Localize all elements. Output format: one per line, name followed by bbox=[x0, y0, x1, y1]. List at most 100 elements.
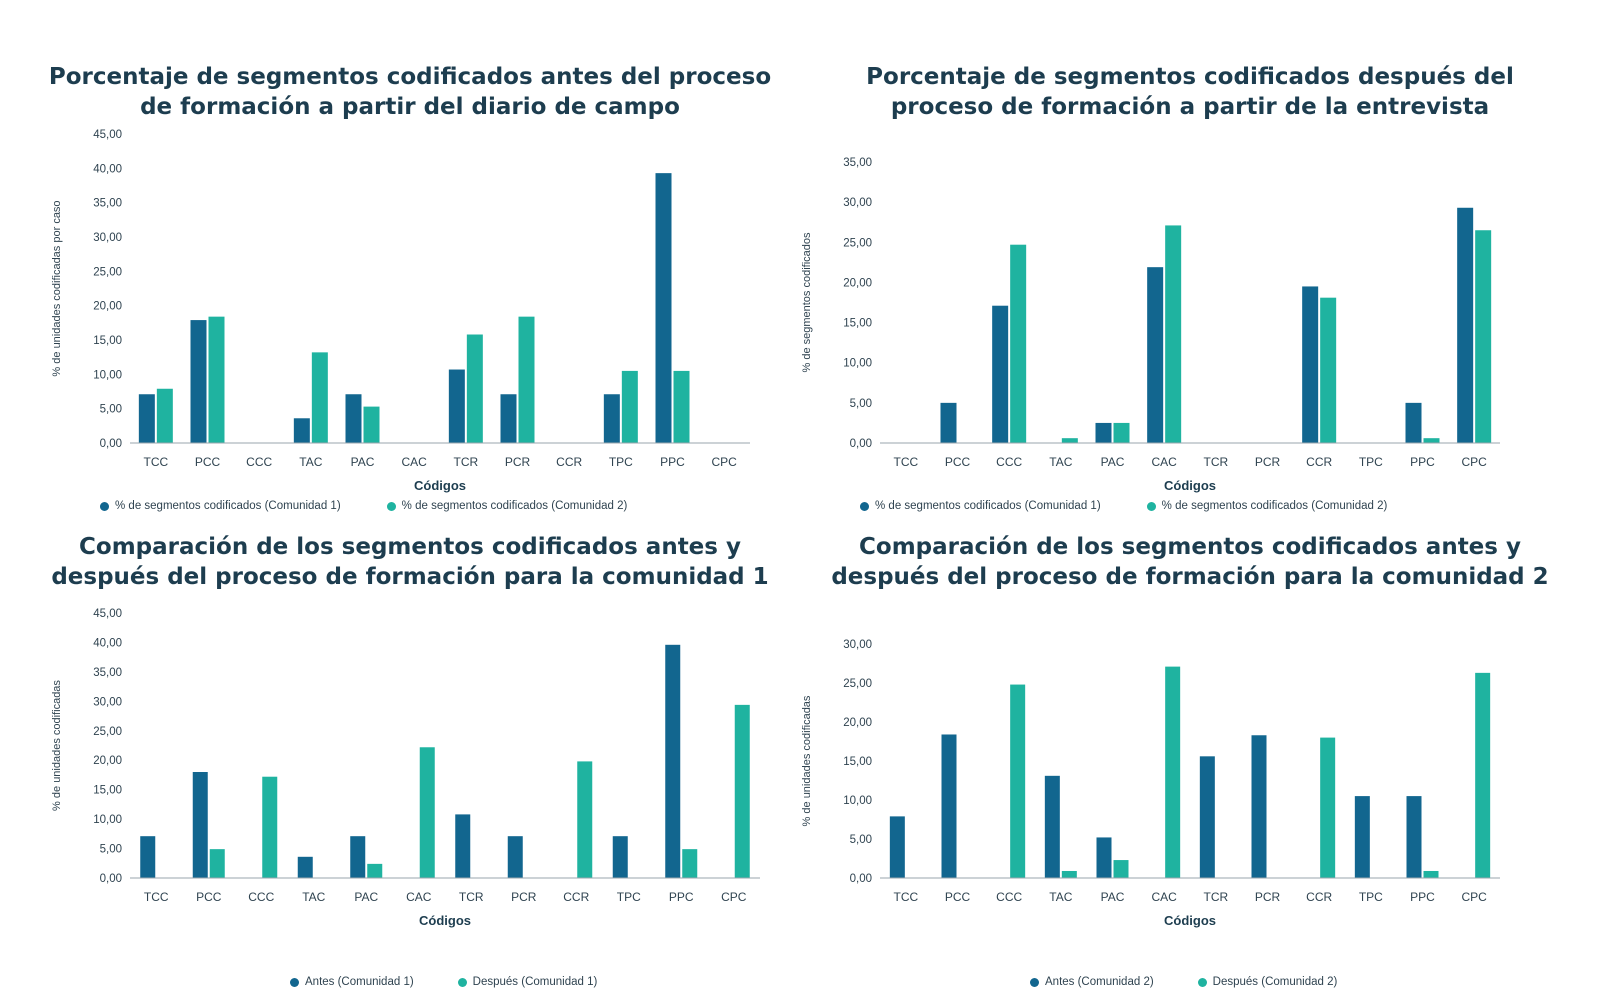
bar-series-1 bbox=[940, 402, 957, 443]
bar-series-2 bbox=[577, 761, 593, 878]
y-tick-label: 30,00 bbox=[843, 197, 872, 209]
legend-swatch-series-1 bbox=[100, 501, 109, 511]
y-tick-label: 10,00 bbox=[843, 358, 872, 370]
bar-series-2 bbox=[466, 334, 483, 443]
bar-series-2 bbox=[1475, 672, 1491, 878]
bar-series-2 bbox=[1165, 225, 1182, 443]
y-tick-label: 30,00 bbox=[93, 232, 122, 244]
bar-series-2 bbox=[1165, 666, 1181, 878]
x-tick-label: TPC bbox=[609, 455, 633, 469]
legend-item-series-1: Antes (Comunidad 2) bbox=[1030, 976, 1154, 988]
chart-title-line: Comparación de los segmentos codificados… bbox=[859, 534, 1521, 560]
y-tick-label: 30,00 bbox=[843, 639, 872, 651]
bar-series-1 bbox=[1405, 402, 1422, 443]
chart-title-line: Porcentaje de segmentos codificados desp… bbox=[866, 64, 1514, 90]
x-tick-label: PAC bbox=[354, 890, 378, 904]
x-tick-label: TPC bbox=[1359, 455, 1383, 469]
y-tick-label: 5,00 bbox=[100, 844, 122, 856]
bar-series-1 bbox=[448, 369, 465, 443]
x-tick-label: TCC bbox=[144, 890, 169, 904]
legend-swatch-series-2 bbox=[1146, 501, 1156, 511]
bar-series-1 bbox=[1199, 756, 1215, 878]
y-tick-label: 25,00 bbox=[843, 237, 872, 249]
chart-panel-3: Comparación de los segmentos codificados… bbox=[20, 510, 800, 990]
y-tick-label: 40,00 bbox=[93, 163, 122, 175]
bar-series-1 bbox=[192, 772, 208, 878]
x-tick-label: TPC bbox=[1359, 890, 1383, 904]
x-tick-label: CAC bbox=[401, 455, 427, 469]
x-tick-label: CAC bbox=[1151, 455, 1177, 469]
bar-series-2 bbox=[1475, 230, 1492, 443]
x-tick-label: PCR bbox=[505, 455, 531, 469]
y-tick-label: 0,00 bbox=[850, 873, 872, 885]
bar-series-1 bbox=[1044, 775, 1060, 878]
y-tick-label: 10,00 bbox=[93, 369, 122, 381]
legend-item-series-2: % de segmentos codificados (Comunidad 2) bbox=[1146, 500, 1387, 512]
bar-series-1 bbox=[941, 734, 957, 878]
x-tick-label: TCR bbox=[1203, 455, 1228, 469]
x-tick-label: PAC bbox=[1101, 455, 1125, 469]
x-tick-label: CAC bbox=[406, 890, 432, 904]
y-tick-label: 25,00 bbox=[843, 678, 872, 690]
chart-panel-4: Comparación de los segmentos codificados… bbox=[800, 510, 1580, 990]
chart-title-line: de formación a partir del diario de camp… bbox=[140, 94, 680, 120]
bar-series-2 bbox=[209, 849, 225, 878]
bar-series-2 bbox=[1113, 422, 1130, 443]
x-tick-label: PPC bbox=[1410, 890, 1435, 904]
bar-series-1 bbox=[1457, 207, 1474, 443]
y-tick-label: 20,00 bbox=[843, 717, 872, 729]
bar-series-2 bbox=[682, 849, 698, 878]
bar-series-1 bbox=[500, 394, 517, 443]
bar-series-1 bbox=[455, 814, 471, 878]
y-tick-label: 20,00 bbox=[93, 301, 122, 313]
y-tick-label: 10,00 bbox=[843, 795, 872, 807]
y-tick-label: 35,00 bbox=[93, 198, 122, 210]
x-tick-label: CCR bbox=[563, 890, 589, 904]
x-tick-label: CCC bbox=[996, 455, 1022, 469]
y-tick-label: 0,00 bbox=[100, 438, 122, 450]
chart-legend: % de segmentos codificados (Comunidad 1)… bbox=[100, 500, 627, 512]
y-tick-label: 5,00 bbox=[850, 834, 872, 846]
x-axis-title: Códigos bbox=[419, 913, 471, 928]
x-tick-label: PCR bbox=[1255, 455, 1281, 469]
bar-series-2 bbox=[262, 776, 278, 878]
y-tick-label: 15,00 bbox=[843, 756, 872, 768]
bar-chart: 0,00 5,00 10,00 15,00 20,00 25,00 30,00 35,00 40… bbox=[51, 129, 750, 493]
x-tick-label: CCC bbox=[246, 455, 272, 469]
x-tick-label: PCR bbox=[511, 890, 537, 904]
bar-series-2 bbox=[1010, 244, 1027, 443]
bar-series-1 bbox=[665, 644, 681, 878]
chart-title-line: proceso de formación a partir de la entr… bbox=[890, 94, 1490, 120]
y-tick-label: 30,00 bbox=[93, 696, 122, 708]
y-tick-label: 0,00 bbox=[100, 873, 122, 885]
legend-label: Después (Comunidad 1) bbox=[472, 976, 598, 988]
bar-series-1 bbox=[992, 305, 1009, 443]
bar-series-2 bbox=[311, 352, 328, 443]
y-tick-label: 10,00 bbox=[93, 814, 122, 826]
y-tick-label: 25,00 bbox=[93, 726, 122, 738]
bar-series-2 bbox=[1061, 438, 1078, 443]
legend-swatch-series-2 bbox=[1197, 977, 1207, 987]
bar-series-1 bbox=[507, 836, 523, 878]
x-tick-label: TCR bbox=[453, 455, 478, 469]
legend-label: % de segmentos codificados (Comunidad 1) bbox=[875, 500, 1101, 512]
x-tick-label: PAC bbox=[351, 455, 375, 469]
legend-label: Antes (Comunidad 1) bbox=[305, 976, 414, 988]
legend-swatch-series-2 bbox=[457, 977, 467, 987]
chart-legend: % de segmentos codificados (Comunidad 1)… bbox=[860, 500, 1387, 512]
bar-series-2 bbox=[1423, 438, 1440, 443]
y-tick-label: 25,00 bbox=[93, 266, 122, 278]
bar-series-1 bbox=[655, 173, 672, 443]
x-tick-label: TCC bbox=[143, 455, 168, 469]
legend-swatch-series-1 bbox=[860, 501, 869, 511]
x-tick-label: PAC bbox=[1101, 890, 1125, 904]
y-tick-label: 15,00 bbox=[93, 785, 122, 797]
bar-series-1 bbox=[190, 320, 207, 443]
x-tick-label: PCR bbox=[1255, 890, 1281, 904]
y-tick-label: 45,00 bbox=[93, 608, 122, 620]
y-axis-title: % de unidades codificadas bbox=[801, 695, 813, 826]
bar-chart: 0,00 5,00 10,00 15,00 20,00 25,00 30,00 35,00 TC… bbox=[801, 157, 1500, 493]
legend-label: % de segmentos codificados (Comunidad 1) bbox=[115, 500, 341, 512]
bar-series-1 bbox=[1095, 422, 1112, 443]
y-tick-label: 15,00 bbox=[93, 335, 122, 347]
